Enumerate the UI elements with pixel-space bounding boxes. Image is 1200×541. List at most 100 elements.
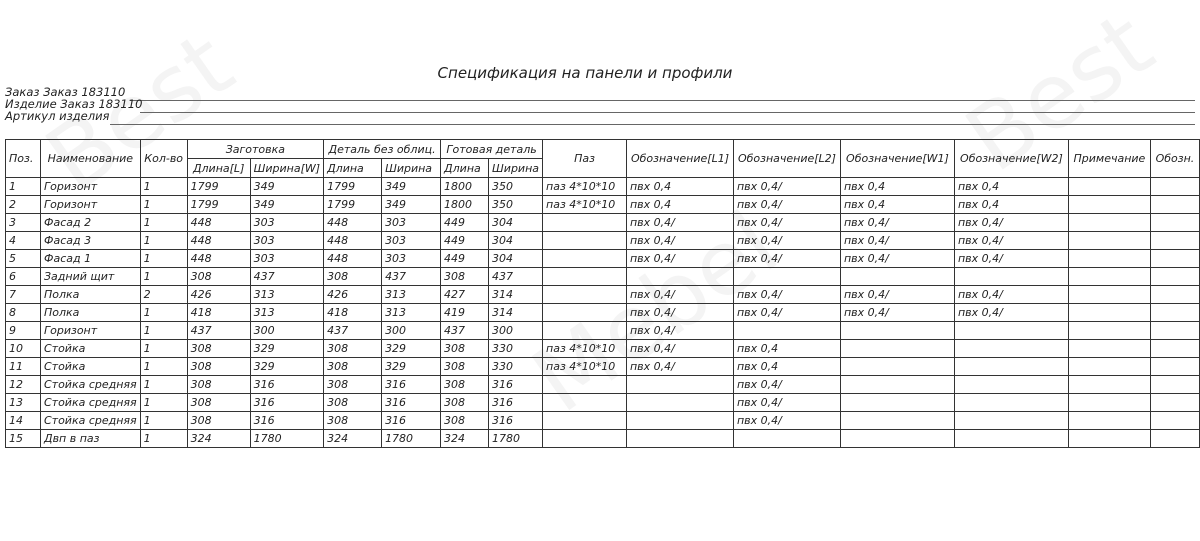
table-cell: 303 (381, 249, 442, 268)
table-cell (839, 357, 955, 376)
table-cell: пвх 0,4/ (839, 303, 955, 322)
table-cell: 437 (186, 321, 251, 340)
table-cell (1067, 429, 1151, 448)
table-cell (1149, 321, 1200, 340)
table-cell: 448 (323, 231, 383, 250)
table-cell: пвх 0,4 (953, 195, 1069, 214)
table-cell: 419 (440, 303, 490, 322)
table-cell (1067, 267, 1151, 286)
table-cell: паз 4*10*10 (542, 177, 627, 196)
table-cell (839, 267, 955, 286)
table-cell: 1799 (186, 177, 251, 196)
table-cell (953, 357, 1069, 376)
table-cell: пвх 0,4/ (953, 231, 1069, 250)
table-cell: 308 (440, 411, 490, 430)
table-cell: пвх 0,4/ (625, 231, 734, 250)
table-cell (1067, 321, 1151, 340)
table-cell: 15 (5, 429, 41, 448)
header-pos: Поз. (5, 139, 41, 178)
table-cell: пвх 0,4/ (953, 285, 1069, 304)
header-finished: Готовая деталь (440, 139, 544, 159)
table-cell (839, 411, 955, 430)
table-cell (1067, 231, 1151, 250)
table-cell (953, 393, 1069, 412)
table-cell: 329 (249, 357, 325, 376)
table-cell: 349 (249, 177, 325, 196)
table-cell (1149, 285, 1200, 304)
table-cell: Горизонт (39, 177, 141, 196)
table-cell (625, 375, 734, 394)
table-cell: 1 (5, 177, 41, 196)
table-cell: Стойка средняя (39, 393, 141, 412)
header-l2: Обозначение[L2] (732, 139, 841, 178)
table-cell: Задний щит (39, 267, 141, 286)
table-row: 4 Фасад 3 1 448 303 448 303 449 304 пвх 0,4/пвх 0… (5, 231, 1200, 250)
header-name: Наименование (39, 139, 141, 178)
article-label: Артикул изделия (5, 109, 110, 123)
table-cell (1149, 411, 1200, 430)
table-cell: 330 (488, 357, 544, 376)
header-note: Примечание (1067, 139, 1151, 178)
table-cell (1149, 177, 1200, 196)
table-row: 12 Стойка средняя 1 308 316 308 316 308 316 пвх 0… (5, 375, 1200, 394)
table-cell: 448 (186, 249, 251, 268)
table-cell: 1 (139, 375, 188, 394)
table-cell: 1 (139, 321, 188, 340)
divider (130, 100, 1195, 101)
table-cell: 13 (5, 393, 41, 412)
table-cell: 308 (186, 375, 251, 394)
table-cell: 1 (139, 429, 188, 448)
table-cell: 11 (5, 357, 41, 376)
table-cell (839, 339, 955, 358)
table-cell: 313 (381, 285, 442, 304)
table-cell (1067, 375, 1151, 394)
table-cell: 1780 (488, 429, 544, 448)
divider (140, 112, 1195, 113)
table-cell: пвх 0,4/ (732, 285, 841, 304)
table-cell (1067, 303, 1151, 322)
table-cell: 418 (323, 303, 383, 322)
table-cell (1067, 195, 1151, 214)
table-cell: 308 (186, 357, 251, 376)
header-desig: Обозн. (1149, 139, 1200, 178)
table-row: 11 Стойка 1 308 329 308 329 308 330 паз 4*10*10 пв… (5, 357, 1200, 376)
table-cell: 303 (381, 231, 442, 250)
table-cell: 300 (381, 321, 442, 340)
table-cell: 314 (488, 303, 544, 322)
table-cell (732, 429, 841, 448)
table-cell: Горизонт (39, 321, 141, 340)
table-cell (1149, 339, 1200, 358)
header-detail-length: Длина (323, 158, 383, 178)
table-cell: 308 (186, 267, 251, 286)
table-cell: пвх 0,4 (625, 177, 734, 196)
table-cell (1067, 285, 1151, 304)
table-cell: 14 (5, 411, 41, 430)
table-cell: 1799 (323, 195, 383, 214)
table-cell: 316 (249, 375, 325, 394)
table-cell: 314 (488, 285, 544, 304)
table-cell: 313 (249, 285, 325, 304)
table-row: 6 Задний щит 1 308 437 308 437 308 437 (5, 267, 1200, 286)
table-cell: 316 (249, 393, 325, 412)
table-row: 14 Стойка средняя 1 308 316 308 316 308 316 пвх 0… (5, 411, 1200, 430)
table-cell: 1780 (249, 429, 325, 448)
table-cell (542, 393, 627, 412)
table-cell: 8 (5, 303, 41, 322)
table-cell: Стойка средняя (39, 375, 141, 394)
table-cell: пвх 0,4/ (732, 375, 841, 394)
table-cell: пвх 0,4/ (732, 195, 841, 214)
table-cell (1067, 177, 1151, 196)
header-blank-length: Длина[L] (186, 158, 251, 178)
table-cell: 308 (440, 357, 490, 376)
table-cell: 448 (186, 231, 251, 250)
table-cell (1149, 249, 1200, 268)
table-cell (1149, 213, 1200, 232)
table-cell (732, 267, 841, 286)
product-label: Изделие Заказ 183110 (5, 97, 143, 111)
table-row: 8 Полка 1 418 313 418 313 419 314 пвх 0,4/пвх 0,4… (5, 303, 1200, 322)
table-cell: 308 (186, 393, 251, 412)
table-cell (542, 375, 627, 394)
table-cell: пвх 0,4/ (625, 357, 734, 376)
table-cell (1149, 195, 1200, 214)
table-cell (542, 411, 627, 430)
